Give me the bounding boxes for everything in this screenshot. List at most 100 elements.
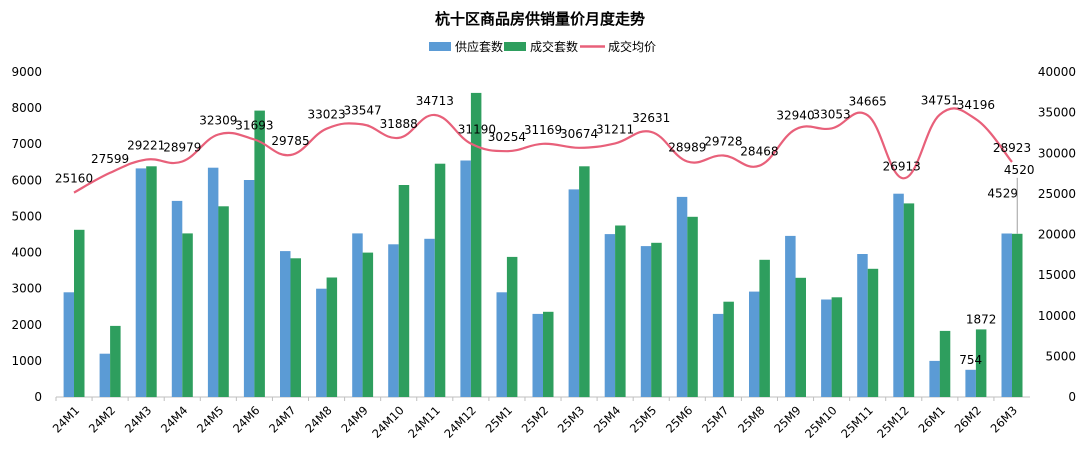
bars: [63, 92, 1023, 398]
bar-supply: [207, 167, 219, 397]
price-data-label: 34665: [849, 94, 887, 108]
bar-supply: [532, 313, 543, 397]
x-tick-label: 26M3: [988, 403, 1020, 435]
legend-swatch-supply: [429, 42, 451, 51]
price-data-label: 33023: [308, 108, 346, 122]
price-line-group: [73, 107, 1013, 194]
bar-supply: [424, 238, 435, 397]
x-tick-label: 24M2: [86, 403, 118, 435]
bar-deals: [795, 277, 806, 397]
price-data-label: 29785: [271, 134, 309, 148]
bar-deals: [579, 166, 590, 398]
price-data-label: 32309: [199, 114, 237, 128]
bar-deals: [723, 301, 734, 397]
price-data-label: 26913: [883, 159, 921, 173]
bar-supply: [749, 291, 760, 397]
bar-deals: [867, 268, 879, 397]
bar-deals: [615, 225, 626, 397]
bar-deals: [939, 330, 951, 397]
y-left-tick-label: 6000: [11, 173, 42, 187]
x-tick-label: 26M1: [915, 403, 947, 435]
y-left-tick-label: 8000: [11, 101, 42, 115]
price-data-label: 29221: [127, 139, 165, 153]
price-data-label: 30674: [560, 127, 598, 141]
bar-supply: [604, 234, 616, 397]
y-right-tick-label: 40000: [1038, 65, 1076, 79]
price-data-label: 27599: [91, 152, 129, 166]
legend-label-deals: 成交套数: [530, 39, 578, 54]
bar-supply: [171, 200, 183, 397]
y-right-tick-label: 30000: [1038, 146, 1076, 160]
bar-deals: [362, 252, 374, 397]
bar-supply: [568, 189, 580, 397]
price-data-label: 32631: [632, 111, 670, 125]
y-right-tick-label: 10000: [1038, 309, 1076, 323]
bar-supply: [496, 292, 507, 397]
y-right-tick-label: 5000: [1045, 349, 1076, 363]
x-tick-label: 26M2: [952, 403, 984, 435]
bar-deals: [290, 258, 301, 397]
x-tick-label: 25M4: [591, 403, 623, 435]
price-data-label: 28989: [668, 141, 706, 155]
bar-supply: [785, 235, 796, 397]
bar-data-label: 4520: [1004, 163, 1035, 177]
bar-supply: [857, 254, 868, 397]
bar-supply: [388, 244, 399, 398]
x-tick-label: 24M11: [405, 403, 443, 441]
y-right-tick-label: 0: [1068, 390, 1076, 404]
bar-deals: [218, 206, 229, 397]
bar-deals: [110, 325, 121, 397]
price-data-label: 28979: [163, 141, 201, 155]
y-left-tick-label: 4000: [11, 246, 42, 260]
bar-deals: [146, 166, 157, 398]
price-data-label: 34196: [957, 98, 995, 112]
bar-deals: [434, 163, 446, 397]
x-tick-label: 24M7: [266, 403, 298, 435]
price-data-label: 29728: [704, 135, 742, 149]
x-tick-label: 25M5: [627, 403, 659, 435]
price-data-label: 33053: [813, 107, 851, 121]
legend-label-price: 成交均价: [608, 39, 656, 54]
y-left-tick-label: 1000: [11, 354, 42, 368]
bar-deals: [543, 311, 554, 397]
bar-supply: [1001, 233, 1012, 397]
price-data-label: 34751: [921, 94, 959, 108]
legend: 供应套数 成交套数 成交均价: [429, 39, 656, 54]
x-tick-label: 25M10: [802, 403, 840, 441]
bar-data-label: 4529: [987, 187, 1018, 201]
legend-label-supply: 供应套数: [455, 39, 503, 54]
price-data-label: 33547: [344, 103, 382, 117]
bar-supply: [893, 193, 904, 397]
bar-deals: [398, 185, 410, 397]
price-data-label: 31169: [524, 123, 562, 137]
bar-deals: [687, 216, 698, 397]
bar-data-label: 754: [959, 353, 982, 367]
price-data-label: 34713: [416, 94, 454, 108]
y-left-tick-label: 3000: [11, 282, 42, 296]
price-data-label: 31190: [458, 123, 496, 137]
x-tick-label: 24M6: [230, 403, 262, 435]
bar-deals: [470, 92, 482, 398]
y-left-tick-label: 5000: [11, 209, 42, 223]
y-right-tick-label: 15000: [1038, 268, 1076, 282]
bar-supply: [280, 251, 291, 397]
legend-swatch-deals: [504, 42, 526, 51]
bar-supply: [99, 353, 111, 397]
y-left-tick-label: 7000: [11, 137, 42, 151]
x-tick-label: 25M8: [735, 403, 767, 435]
bar-supply: [821, 299, 832, 397]
y-left-tick-label: 9000: [11, 65, 42, 79]
bar-supply: [965, 369, 976, 397]
price-data-label: 25160: [55, 172, 93, 186]
bar-supply: [243, 180, 255, 397]
y-right-tick-label: 35000: [1038, 106, 1076, 120]
x-tick-label: 25M7: [699, 403, 731, 435]
price-data-label: 28468: [740, 145, 778, 159]
bar-supply: [712, 313, 724, 397]
x-tick-label: 24M4: [158, 403, 190, 435]
bar-supply: [676, 196, 688, 397]
bar-deals: [254, 110, 265, 397]
bar-supply: [316, 288, 327, 397]
